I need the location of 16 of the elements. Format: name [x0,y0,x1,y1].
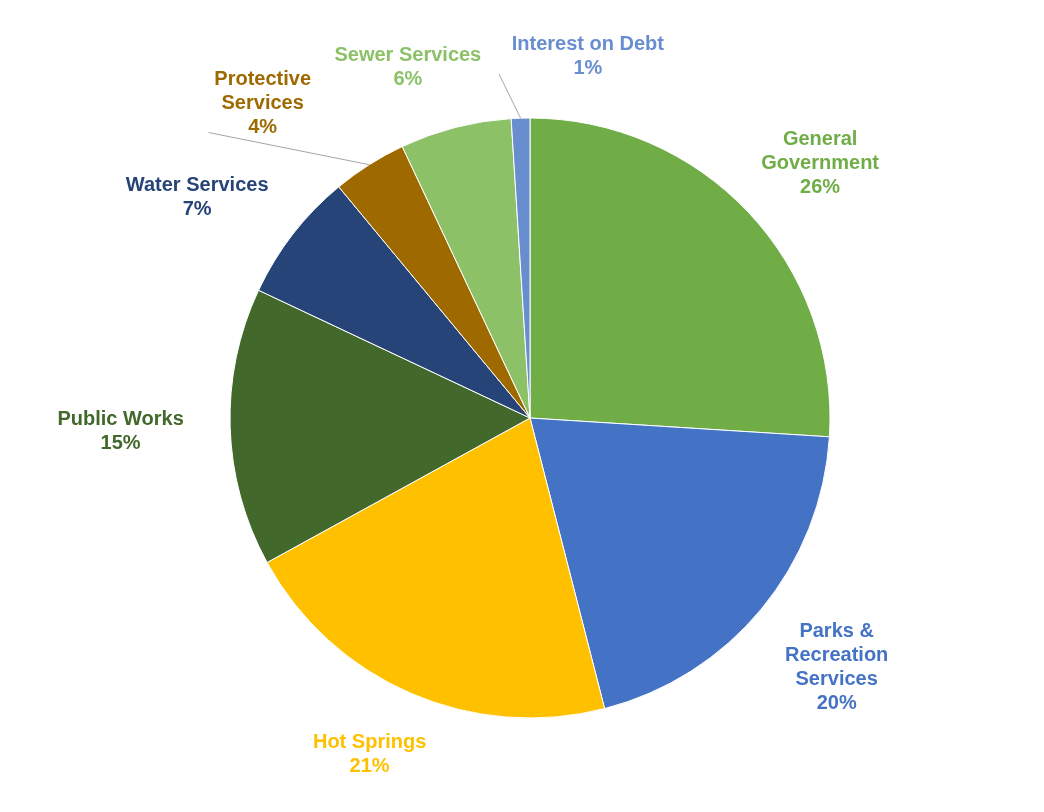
slice-label: Water Services [125,172,269,195]
slice-label: Sewer Services [334,43,482,66]
data-label: 20% [816,691,857,714]
slice-label: Public Works [57,407,184,430]
slice-label: Protective Services [214,66,312,113]
slice-label: Interest on Debt [511,32,665,55]
data-label: 6% [393,67,423,90]
slice-label: General Government [761,126,880,173]
data-label: 1% [573,56,603,79]
slice-label: Parks & Recreation Services [784,619,889,690]
data-label: 15% [100,431,141,454]
slice-label: Hot Springs [312,730,427,753]
data-label: 21% [349,754,390,777]
data-label: 26% [800,174,841,197]
data-label: 7% [182,196,212,219]
data-label: 4% [248,114,278,137]
